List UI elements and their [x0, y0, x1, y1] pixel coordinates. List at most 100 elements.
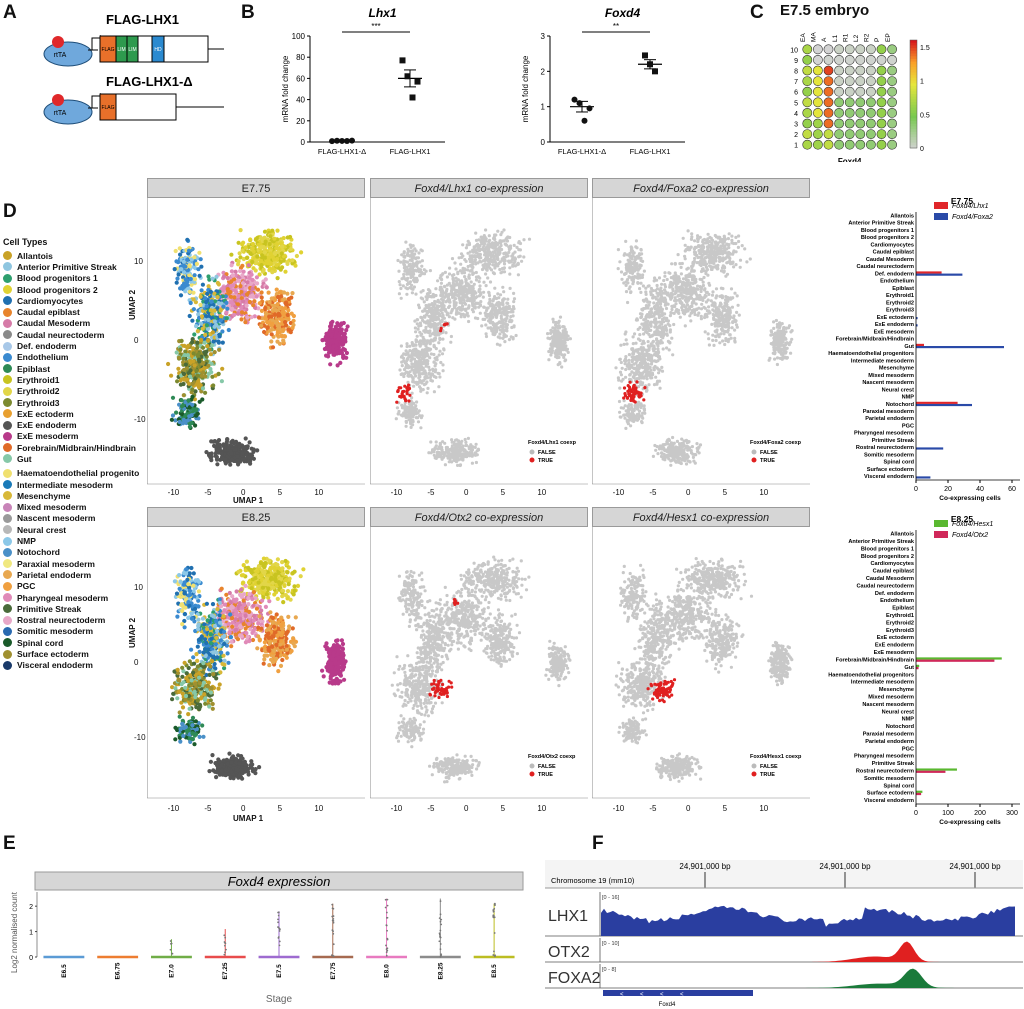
umap-point [411, 418, 415, 423]
umap-point [478, 276, 482, 280]
umap-point [690, 235, 694, 239]
y-tick-label: 20 [296, 117, 305, 126]
heat-dot [855, 76, 866, 86]
umap-point [447, 460, 451, 464]
umap-point [704, 271, 708, 276]
row-label: 3 [794, 122, 798, 129]
umap-point [402, 251, 406, 255]
umap-point [398, 368, 402, 372]
umap-point [564, 358, 568, 362]
umap-point [185, 353, 190, 358]
heat-dot [834, 76, 844, 86]
umap-point [458, 441, 462, 445]
umap-point [477, 280, 481, 284]
umap-point [416, 268, 420, 272]
colorbar-seg [910, 145, 917, 149]
x-category-label: FLAG-LHX1 [630, 147, 671, 156]
umap-point [447, 305, 451, 310]
heat-dot [823, 97, 834, 108]
umap-point [449, 340, 453, 344]
umap-point [701, 262, 705, 266]
heat-dot [876, 55, 887, 65]
umap-point [406, 270, 410, 274]
umap-point [471, 298, 475, 302]
umap-point [254, 275, 259, 280]
umap-point [722, 265, 726, 269]
umap-point [293, 263, 298, 268]
umap-point [459, 292, 463, 296]
umap-point [484, 237, 488, 241]
umap-point [429, 314, 433, 318]
umap-point [692, 298, 696, 302]
umap-point [259, 308, 264, 313]
umap-point [509, 246, 513, 250]
umap-point [199, 288, 204, 293]
umap-point [454, 267, 458, 271]
umap-point [403, 411, 407, 416]
umap-point [438, 443, 442, 447]
umap-point [281, 312, 286, 317]
strip-e825-umap: E8.25 [147, 507, 365, 527]
umap-point [246, 263, 251, 268]
umap-point [426, 288, 431, 292]
umap-point [244, 444, 249, 450]
umap-point [696, 239, 700, 244]
coexp-point [402, 389, 406, 393]
umap-point [466, 264, 470, 269]
umap-point [468, 250, 472, 254]
umap-point [221, 274, 227, 279]
heat-dot [887, 55, 897, 65]
panelc-title: E7.5 embryo [780, 2, 870, 19]
umap-point [190, 394, 195, 399]
umap-point [290, 325, 295, 330]
umap-point [723, 237, 727, 241]
umap-point [442, 455, 446, 459]
umap-point [219, 451, 224, 456]
construct1-title: FLAG-LHX1 [106, 12, 179, 27]
umap-point [238, 228, 243, 233]
umap-point [203, 332, 208, 337]
umap-point [275, 256, 280, 261]
umap-point [194, 407, 199, 412]
umap-point [405, 342, 409, 346]
umap-point [179, 398, 184, 403]
umap-point [439, 331, 443, 335]
umap-point [471, 301, 475, 305]
umap-point [179, 404, 185, 409]
umap-point [663, 271, 667, 275]
umap-point [433, 326, 437, 330]
umap-point [693, 245, 697, 249]
umap-point [447, 315, 451, 319]
umap-point [240, 273, 245, 278]
umap-point [220, 340, 225, 345]
umap-point [178, 293, 184, 298]
umap-point [730, 305, 734, 309]
umap-point [477, 288, 481, 292]
umap-point [188, 368, 193, 373]
umap-point [734, 241, 738, 246]
umap-point [453, 283, 458, 287]
umap-point [417, 251, 421, 255]
heat-dot [823, 86, 834, 97]
umap-point [563, 353, 567, 357]
umap-point [415, 278, 419, 282]
umap-point [196, 312, 201, 317]
umap-point [486, 326, 490, 330]
umap-point [280, 244, 285, 249]
umap-point [178, 286, 183, 291]
umap-point [205, 344, 210, 349]
col-label-R2: R2 [864, 33, 871, 42]
umap-point [225, 306, 230, 311]
umap-point [226, 327, 231, 333]
umap-point [450, 444, 454, 448]
heat-dot [813, 76, 823, 86]
umap-point [467, 319, 471, 324]
umap-point [689, 245, 693, 249]
umap-point [405, 357, 410, 361]
umap-point [414, 365, 418, 369]
umap-point [516, 261, 520, 265]
umap-point [441, 440, 445, 444]
umap-point [476, 245, 480, 249]
umap-point [408, 407, 413, 411]
colorbar-seg [910, 80, 917, 84]
